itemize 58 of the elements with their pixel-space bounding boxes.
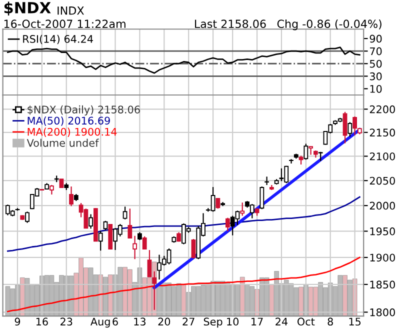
candlestick — [122, 206, 128, 220]
candlestick — [260, 186, 264, 210]
x-tick-label: 13 — [134, 318, 146, 326]
candlestick — [98, 230, 103, 252]
y-tick-label: 2100 — [370, 152, 395, 160]
legend-label: RSI(14) 64.24 — [23, 34, 93, 44]
text: INDX — [58, 6, 84, 15]
candlestick — [191, 238, 196, 260]
candlestick — [142, 236, 147, 250]
candlestick — [216, 197, 220, 210]
text: Last 2158.06 — [195, 20, 266, 28]
y-tick-label: 1850 — [370, 280, 395, 289]
line-series — [7, 46, 360, 74]
y-tick-label: 1800 — [370, 308, 395, 316]
y-tick-label: 1900 — [370, 254, 395, 262]
y-tick-label: 50 — [370, 60, 382, 68]
candlestick — [88, 214, 94, 230]
candlestick — [289, 158, 294, 164]
y-tick-label: 2000 — [370, 202, 395, 210]
x-tick-label: 9 — [14, 318, 20, 326]
y-tick-label: 30 — [370, 72, 382, 80]
y-tick-label: 2150 — [370, 128, 395, 137]
candlestick — [128, 208, 132, 239]
y-tick-label: 90 — [370, 34, 382, 43]
candlestick — [147, 249, 152, 278]
x-tick-label: 23 — [60, 318, 72, 326]
candlestick — [69, 186, 74, 207]
x-tick-label: Oct — [297, 318, 315, 326]
legend-label: MA(200) 1900.14 — [28, 128, 117, 137]
annotation: Chg -0.86 (-0.04%) — [277, 19, 382, 30]
chart-subtitle: 16-Oct-2007 11:22am — [4, 20, 126, 28]
legend-label: Volume undef — [26, 138, 99, 147]
y-tick-label: 1950 — [370, 227, 395, 236]
x-tick-label: 16 — [36, 318, 48, 326]
y-tick-label: 10 — [370, 84, 382, 93]
line-series — [7, 196, 360, 252]
x-tick-label: 15 — [349, 318, 361, 326]
x-tick-label: Aug — [90, 318, 110, 328]
x-tick-label: 24 — [276, 318, 288, 326]
x-tick-label: 27 — [182, 318, 194, 326]
candlestick — [226, 217, 230, 232]
x-tick-label: Sep — [204, 318, 222, 328]
candlestick — [342, 111, 348, 144]
candlestick — [25, 211, 30, 224]
candlestick — [348, 122, 352, 138]
y-tick-label: 2050 — [370, 176, 395, 185]
x-tick-label: 6 — [112, 318, 118, 326]
x-tick-label: 10 — [227, 318, 239, 326]
chart-title: $NDX — [4, 2, 51, 16]
candlestick — [103, 220, 108, 231]
y-tick-label: 70 — [370, 47, 382, 56]
legend-label: $NDX (Daily) 2158.06 — [28, 105, 140, 116]
x-tick-label: 17 — [252, 318, 263, 326]
legend-label: MA(50) 2016.69 — [28, 116, 110, 126]
y-tick-label: 2200 — [370, 105, 395, 114]
candlestick — [132, 235, 138, 260]
x-tick-label: 20 — [158, 318, 170, 326]
x-tick-label: 8 — [328, 318, 333, 326]
